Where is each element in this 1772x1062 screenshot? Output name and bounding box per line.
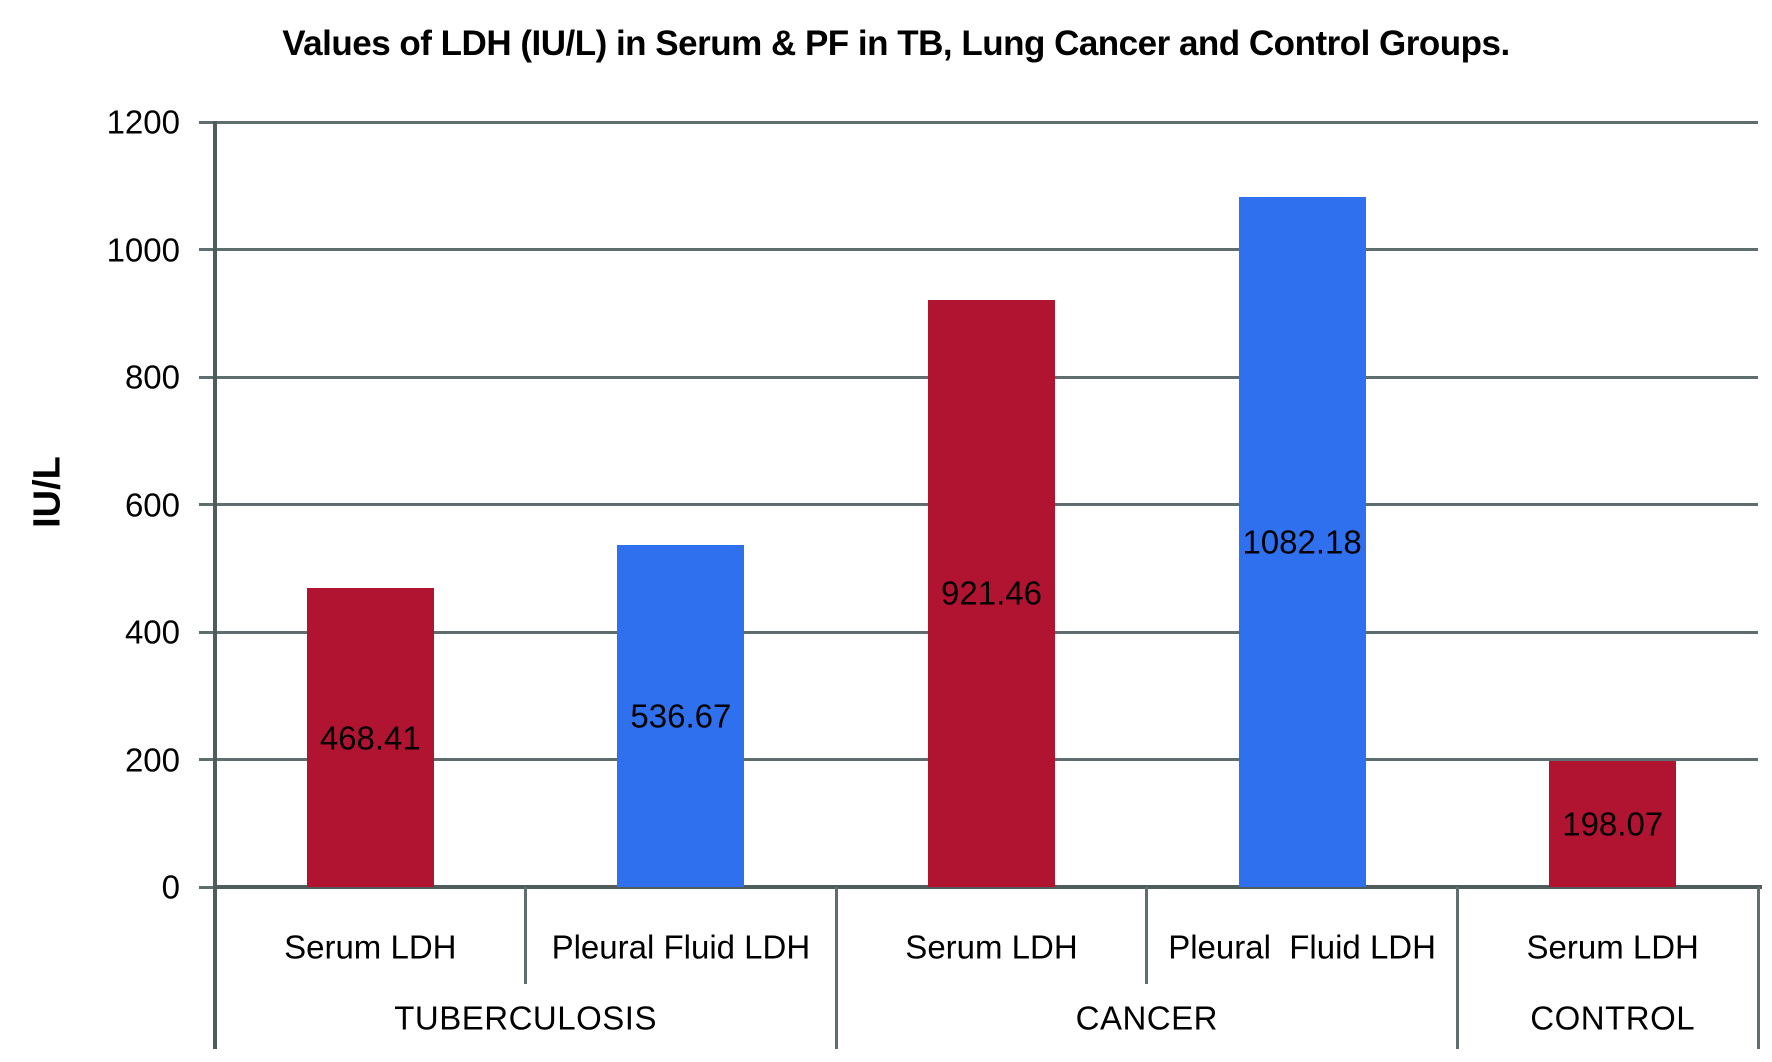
chart-title: Values of LDH (IU/L) in Serum & PF in TB…	[282, 24, 1510, 63]
y-axis-line	[213, 121, 217, 1049]
y-tick-label: 200	[124, 741, 180, 778]
bar-serum	[1549, 760, 1677, 887]
category-label: Pleural Fluid LDH	[551, 928, 811, 966]
bar-value-label: 921.46	[941, 574, 1042, 612]
y-axis-tick	[199, 120, 215, 124]
bar-serum	[306, 588, 434, 887]
category-label: Serum LDH	[1526, 928, 1699, 966]
x-axis-line	[215, 885, 1762, 889]
category-divider	[524, 887, 528, 984]
category-label: Serum LDH	[905, 928, 1078, 966]
y-axis-tick	[199, 630, 215, 634]
bar-pleural_fluid	[617, 544, 745, 887]
right-frame-line	[1757, 887, 1760, 1049]
y-tick-label: 400	[124, 613, 180, 651]
gridline	[215, 120, 1758, 124]
group-label: CANCER	[1075, 999, 1218, 1037]
category-divider	[1145, 887, 1149, 984]
bar-value-label: 1082.18	[1242, 523, 1362, 561]
bar-pleural_fluid	[1238, 197, 1366, 887]
bar-serum	[928, 299, 1055, 887]
category-label: Serum LDH	[284, 928, 457, 966]
y-tick-label: 1200	[106, 103, 180, 141]
group-divider	[834, 887, 838, 1049]
y-axis-tick	[199, 375, 215, 379]
y-axis-tick	[199, 885, 215, 889]
y-axis-tick	[199, 758, 215, 761]
category-label: Pleural Fluid LDH	[1168, 928, 1436, 966]
group-label: CONTROL	[1530, 999, 1696, 1037]
y-tick-label: 600	[124, 486, 180, 523]
y-tick-label: 0	[161, 868, 180, 906]
y-axis-tick	[199, 248, 215, 251]
y-axis-tick	[199, 503, 215, 506]
y-tick-label: 800	[124, 358, 180, 396]
group-divider	[1455, 887, 1459, 1049]
gridline	[215, 248, 1758, 251]
bar-value-label: 468.41	[319, 719, 421, 757]
group-label: TUBERCULOSIS	[394, 999, 657, 1037]
bar-value-label: 198.07	[1562, 805, 1664, 843]
bar-value-label: 536.67	[630, 697, 732, 735]
y-tick-label: 1000	[106, 231, 180, 268]
